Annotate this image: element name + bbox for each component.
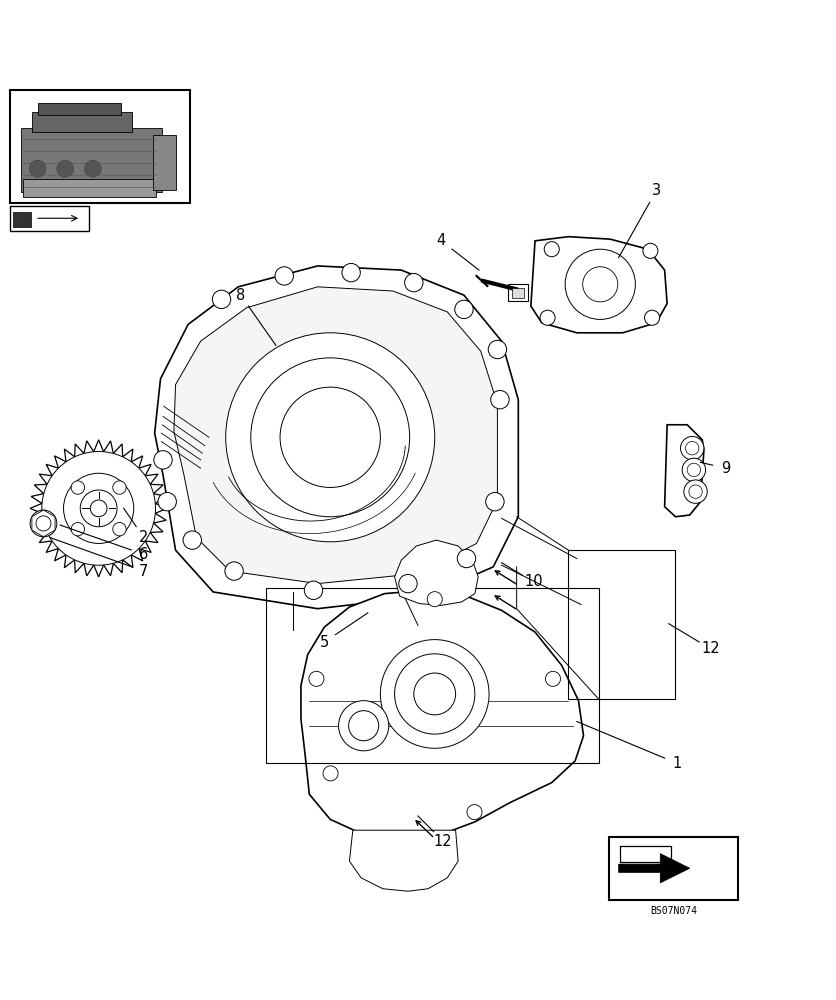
Text: 10: 10	[524, 574, 543, 589]
Polygon shape	[155, 266, 518, 609]
Circle shape	[90, 500, 107, 517]
Text: 9: 9	[721, 461, 731, 476]
Polygon shape	[32, 510, 55, 537]
Text: 6: 6	[139, 547, 149, 562]
Text: 4: 4	[436, 233, 446, 248]
Text: 12: 12	[701, 641, 720, 656]
Circle shape	[113, 481, 126, 494]
Circle shape	[405, 273, 423, 292]
Circle shape	[457, 549, 476, 568]
Circle shape	[342, 263, 360, 282]
Circle shape	[427, 592, 442, 607]
Circle shape	[687, 463, 701, 477]
Polygon shape	[349, 830, 458, 891]
Circle shape	[486, 492, 504, 511]
Circle shape	[42, 452, 155, 565]
Circle shape	[80, 490, 117, 527]
Polygon shape	[665, 425, 704, 517]
FancyBboxPatch shape	[10, 90, 190, 203]
Circle shape	[304, 581, 323, 599]
Circle shape	[643, 243, 658, 258]
Circle shape	[467, 805, 482, 820]
Text: 5: 5	[319, 635, 329, 650]
Circle shape	[682, 458, 706, 482]
Polygon shape	[174, 287, 497, 584]
Circle shape	[380, 640, 489, 748]
Text: BS07N074: BS07N074	[650, 906, 697, 916]
Circle shape	[158, 492, 176, 511]
Circle shape	[339, 701, 389, 751]
Circle shape	[183, 531, 201, 549]
Circle shape	[689, 485, 702, 498]
Circle shape	[212, 290, 231, 309]
FancyBboxPatch shape	[32, 112, 131, 132]
Circle shape	[71, 481, 84, 494]
Circle shape	[488, 340, 507, 359]
Circle shape	[36, 516, 51, 531]
FancyBboxPatch shape	[38, 103, 121, 115]
FancyBboxPatch shape	[13, 212, 31, 227]
Circle shape	[455, 300, 473, 319]
Circle shape	[414, 673, 456, 715]
Circle shape	[395, 654, 475, 734]
Circle shape	[251, 358, 410, 517]
Circle shape	[29, 160, 46, 177]
Circle shape	[113, 522, 126, 536]
Circle shape	[540, 310, 555, 325]
Circle shape	[399, 574, 417, 593]
Polygon shape	[619, 854, 690, 883]
Circle shape	[57, 160, 74, 177]
Circle shape	[154, 451, 172, 469]
Circle shape	[64, 473, 134, 543]
Text: 12: 12	[434, 834, 452, 849]
Text: 8: 8	[236, 288, 246, 303]
Polygon shape	[531, 237, 667, 333]
Circle shape	[349, 711, 379, 741]
Circle shape	[583, 267, 618, 302]
Circle shape	[275, 267, 293, 285]
FancyBboxPatch shape	[23, 179, 156, 197]
Polygon shape	[30, 440, 167, 577]
Circle shape	[491, 390, 509, 409]
Circle shape	[645, 310, 660, 325]
Circle shape	[226, 333, 435, 542]
Circle shape	[686, 441, 699, 455]
FancyBboxPatch shape	[10, 206, 89, 231]
Circle shape	[309, 671, 324, 686]
FancyBboxPatch shape	[609, 837, 738, 900]
Circle shape	[30, 510, 57, 537]
Polygon shape	[395, 540, 478, 605]
Circle shape	[280, 387, 380, 487]
Circle shape	[323, 766, 338, 781]
FancyBboxPatch shape	[153, 135, 176, 190]
Circle shape	[545, 671, 560, 686]
FancyBboxPatch shape	[21, 128, 162, 192]
Circle shape	[565, 249, 635, 319]
Circle shape	[684, 480, 707, 503]
FancyBboxPatch shape	[512, 288, 524, 298]
Circle shape	[544, 242, 559, 257]
FancyBboxPatch shape	[508, 284, 528, 301]
Polygon shape	[301, 590, 584, 839]
Circle shape	[71, 522, 84, 536]
Circle shape	[225, 562, 243, 580]
Text: 3: 3	[652, 183, 660, 198]
Circle shape	[681, 436, 704, 460]
Circle shape	[84, 160, 101, 177]
Text: 7: 7	[139, 564, 149, 579]
Text: 2: 2	[139, 530, 149, 545]
Text: 1: 1	[672, 756, 682, 771]
